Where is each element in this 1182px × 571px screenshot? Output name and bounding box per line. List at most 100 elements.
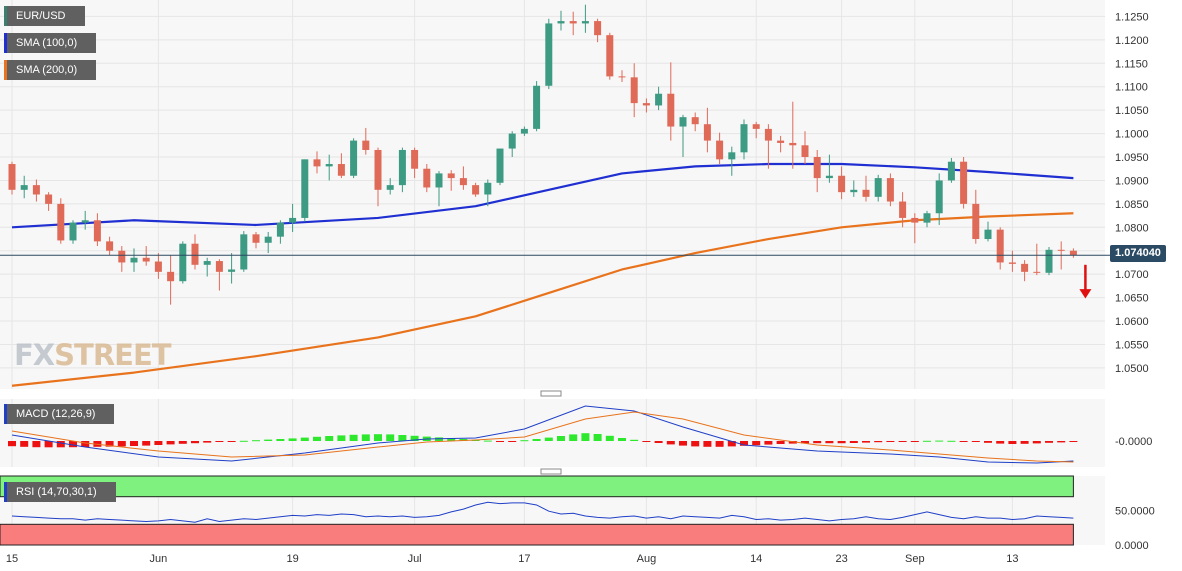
legend-macd[interactable]: MACD (12,26,9) — [4, 404, 114, 424]
candle-body — [740, 124, 748, 153]
macd-histogram-bar — [447, 438, 456, 441]
candle — [728, 146, 736, 176]
candle-body — [411, 149, 419, 169]
price-tick-label: 1.1100 — [1115, 82, 1148, 94]
candle-body — [569, 21, 577, 24]
legend-sma-100[interactable]: SMA (100,0) — [4, 33, 96, 53]
macd-histogram-bar — [288, 438, 297, 441]
candle-body — [960, 161, 968, 204]
candle — [655, 86, 663, 111]
candle-body — [923, 213, 931, 223]
macd-histogram-bar — [374, 434, 382, 441]
candle-body — [69, 222, 77, 241]
candle — [752, 121, 760, 139]
rsi-bands — [0, 475, 1074, 546]
legend-sma-200[interactable]: SMA (200,0) — [4, 60, 96, 80]
macd-histogram-bar — [239, 440, 248, 442]
price-tick-label: 1.0950 — [1115, 152, 1149, 164]
arrow-head — [1079, 289, 1092, 299]
price-axis-labels: 1.05001.05501.06001.06501.07001.07501.08… — [1115, 11, 1155, 552]
candle-body — [545, 23, 553, 86]
candle-body — [728, 152, 736, 160]
candle-body — [142, 257, 150, 262]
candle — [447, 170, 455, 191]
candle-body — [508, 133, 516, 149]
macd-histogram-bar — [935, 440, 944, 442]
candle-body — [911, 217, 919, 223]
candle — [533, 81, 541, 132]
candle — [289, 203, 297, 232]
macd-histogram-bar — [20, 441, 29, 447]
macd-histogram-bar — [886, 441, 895, 442]
candle — [569, 11, 577, 36]
macd-histogram-bar — [947, 440, 956, 442]
candle — [496, 148, 504, 186]
candle-body — [630, 77, 638, 104]
legend-eurusd[interactable]: EUR/USD — [4, 6, 85, 26]
candle — [8, 161, 16, 195]
candle — [374, 147, 382, 207]
macd-histogram-bar — [117, 441, 126, 447]
candle — [520, 126, 528, 136]
macd-histogram-bar — [227, 441, 236, 442]
candle — [886, 173, 894, 207]
macd-panel-resize-handle[interactable] — [540, 390, 562, 397]
legend-rsi[interactable]: RSI (14,70,30,1) — [4, 482, 116, 502]
macd-histogram-bar — [788, 441, 797, 444]
candle — [264, 231, 272, 254]
macd-histogram-bar — [593, 434, 602, 441]
candle — [703, 107, 711, 153]
candle — [215, 259, 223, 291]
candle — [1021, 260, 1029, 282]
price-tick-label: 1.1000 — [1115, 129, 1149, 141]
candle — [423, 164, 431, 193]
date-axis-labels: 15 Jun 19 Jul 17 Aug 14 23 Sep 13 — [6, 553, 1019, 565]
candle-body — [386, 185, 394, 190]
price-tick-label: 1.1150 — [1115, 58, 1148, 70]
date-tick-label: 14 — [750, 553, 762, 565]
candle-body — [45, 194, 53, 204]
candle-body — [179, 243, 187, 282]
candle-body — [203, 261, 211, 265]
candle — [398, 147, 406, 193]
candle — [1008, 250, 1016, 272]
macd-histogram-bar — [715, 441, 724, 447]
candlesticks — [8, 4, 1077, 305]
macd-histogram-bar — [191, 441, 199, 444]
candle-body — [362, 140, 370, 150]
candle — [32, 179, 40, 202]
candle — [325, 154, 333, 181]
signal-line — [11, 411, 1074, 463]
candle-body — [1057, 249, 1065, 251]
candle — [301, 159, 309, 222]
macd-histogram-bar — [971, 441, 980, 442]
rsi-tick-label: 0.0000 — [1115, 540, 1149, 552]
candle-body — [996, 229, 1004, 263]
rsi-panel-resize-handle[interactable] — [540, 468, 562, 475]
macd-histogram-bar — [923, 440, 931, 442]
candle — [154, 253, 162, 279]
candle-body — [557, 21, 565, 24]
candle — [337, 153, 345, 179]
candle-body — [886, 178, 894, 202]
candle-body — [130, 257, 138, 263]
candle-body — [57, 203, 65, 241]
candle — [167, 255, 175, 305]
macd-histogram-bar — [276, 439, 285, 441]
down-arrow-annotation — [1079, 264, 1092, 299]
candle-body — [435, 173, 443, 188]
macd-histogram-bar — [898, 441, 907, 442]
macd-histogram-bar — [581, 433, 590, 441]
candle — [630, 63, 638, 118]
macd-histogram-bar — [325, 436, 334, 441]
candle — [679, 114, 687, 158]
date-tick-label: Sep — [905, 553, 925, 565]
candle — [20, 175, 28, 199]
candle — [923, 210, 931, 228]
macd-histogram-bar — [154, 441, 163, 445]
candle — [69, 220, 77, 244]
candle — [850, 180, 858, 197]
candle — [81, 210, 89, 230]
panel-dividers[interactable] — [540, 390, 562, 475]
candle-body — [691, 117, 699, 125]
